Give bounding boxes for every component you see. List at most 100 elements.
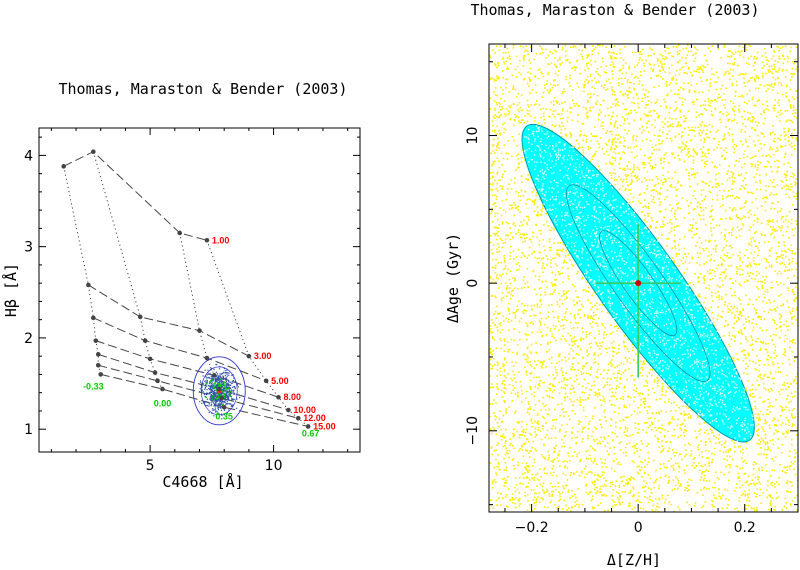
monte-carlo-point	[223, 398, 226, 401]
model-grid-point	[160, 386, 165, 392]
model-grid-point	[91, 149, 96, 155]
model-grid-point	[305, 424, 311, 429]
monte-carlo-point	[205, 376, 207, 378]
monte-carlo-point-green	[223, 381, 225, 384]
model-grid-point	[98, 372, 104, 377]
monte-carlo-point	[199, 388, 201, 390]
monte-carlo-point-green	[229, 394, 232, 397]
y-tick-label: 3	[24, 240, 33, 256]
monte-carlo-point	[224, 374, 227, 377]
monte-carlo-point	[223, 400, 226, 403]
monte-carlo-point	[216, 404, 219, 406]
monte-carlo-point	[206, 378, 208, 380]
iso-age-line	[63, 151, 208, 241]
monte-carlo-point	[226, 396, 228, 398]
monte-carlo-point	[209, 389, 212, 391]
confidence-region-95	[565, 184, 711, 382]
monte-carlo-point	[207, 376, 210, 379]
iso-age-line	[98, 353, 289, 411]
monte-carlo-point	[229, 381, 232, 383]
monte-carlo-point	[228, 396, 230, 398]
monte-carlo-point	[213, 368, 215, 371]
monte-carlo-point	[225, 382, 227, 384]
monte-carlo-point	[234, 386, 236, 389]
monte-carlo-point	[201, 371, 204, 374]
monte-carlo-point	[230, 389, 233, 391]
monte-carlo-point	[220, 409, 223, 412]
monte-carlo-point	[225, 380, 228, 383]
model-grid-point	[219, 395, 225, 401]
monte-carlo-point	[232, 379, 235, 382]
right-y-axis-label: ΔAge (Gyr)	[444, 233, 462, 323]
monte-carlo-point	[204, 369, 206, 371]
monte-carlo-point	[207, 369, 209, 372]
monte-carlo-point-green	[223, 384, 226, 386]
right-plot-area	[489, 44, 798, 512]
model-grid-point	[263, 378, 269, 384]
monte-carlo-point	[232, 400, 234, 402]
monte-carlo-point	[206, 398, 209, 400]
monte-carlo-point	[224, 369, 226, 372]
monte-carlo-point	[226, 402, 229, 405]
iso-age-line	[93, 317, 267, 382]
monte-carlo-point	[220, 373, 222, 375]
model-grid-point	[93, 338, 99, 343]
monte-carlo-point	[226, 372, 229, 374]
monte-carlo-point-green	[215, 397, 218, 400]
monte-carlo-point	[200, 381, 202, 384]
monte-carlo-point	[226, 398, 229, 401]
monte-carlo-point	[217, 375, 219, 377]
monte-carlo-point-green	[220, 378, 222, 381]
monte-carlo-point	[225, 376, 227, 379]
age-label: 5.00	[271, 376, 289, 386]
monte-carlo-point-green	[223, 394, 226, 397]
age-label: 15.00	[313, 421, 336, 431]
monte-carlo-point	[205, 392, 208, 394]
monte-carlo-point-green	[227, 387, 230, 390]
monte-carlo-point	[235, 407, 238, 409]
monte-carlo-point	[215, 371, 218, 373]
monte-carlo-point-green	[214, 381, 217, 384]
x-tick-label: 10	[265, 458, 283, 474]
monte-carlo-point	[203, 393, 206, 396]
monte-carlo-point	[222, 371, 225, 374]
left-axis-ticks: 5 10 1 2 3 4	[24, 128, 360, 474]
monte-carlo-point	[205, 393, 208, 396]
monte-carlo-point	[209, 398, 211, 401]
monte-carlo-point	[231, 397, 233, 400]
monte-carlo-point	[206, 404, 209, 407]
monte-carlo-point	[216, 378, 218, 380]
monte-carlo-point	[215, 392, 218, 394]
monte-carlo-point	[226, 400, 228, 403]
model-grid-point	[212, 373, 217, 378]
monte-carlo-point-green	[215, 389, 217, 392]
monte-carlo-point	[219, 378, 221, 381]
monte-carlo-point	[228, 383, 230, 386]
monte-carlo-point	[214, 411, 217, 413]
monte-carlo-point	[210, 384, 212, 386]
monte-carlo-point	[211, 382, 213, 384]
monte-carlo-point	[200, 384, 202, 386]
monte-carlo-point	[225, 378, 228, 380]
monte-carlo-point	[222, 376, 225, 379]
left-plot-frame	[38, 127, 361, 453]
monte-carlo-point	[233, 390, 235, 392]
monte-carlo-point	[214, 400, 217, 402]
monte-carlo-point	[214, 396, 217, 398]
y-tick-label: 2	[24, 331, 33, 347]
monte-carlo-point	[225, 403, 227, 406]
right-plot-frame	[488, 43, 799, 513]
y-tick-label: 4	[24, 148, 33, 164]
metallicity-label: 0.00	[154, 399, 172, 409]
model-grid-point	[204, 237, 210, 243]
monte-carlo-point	[204, 380, 206, 382]
monte-carlo-point	[217, 379, 220, 381]
monte-carlo-point	[210, 394, 212, 396]
monte-carlo-point-green	[220, 394, 223, 396]
monte-carlo-point	[232, 391, 234, 394]
model-grid-point	[204, 355, 210, 361]
monte-carlo-point	[230, 399, 233, 401]
monte-carlo-point	[208, 411, 210, 414]
monte-carlo-point-green	[216, 394, 219, 396]
monte-carlo-point	[219, 403, 222, 406]
